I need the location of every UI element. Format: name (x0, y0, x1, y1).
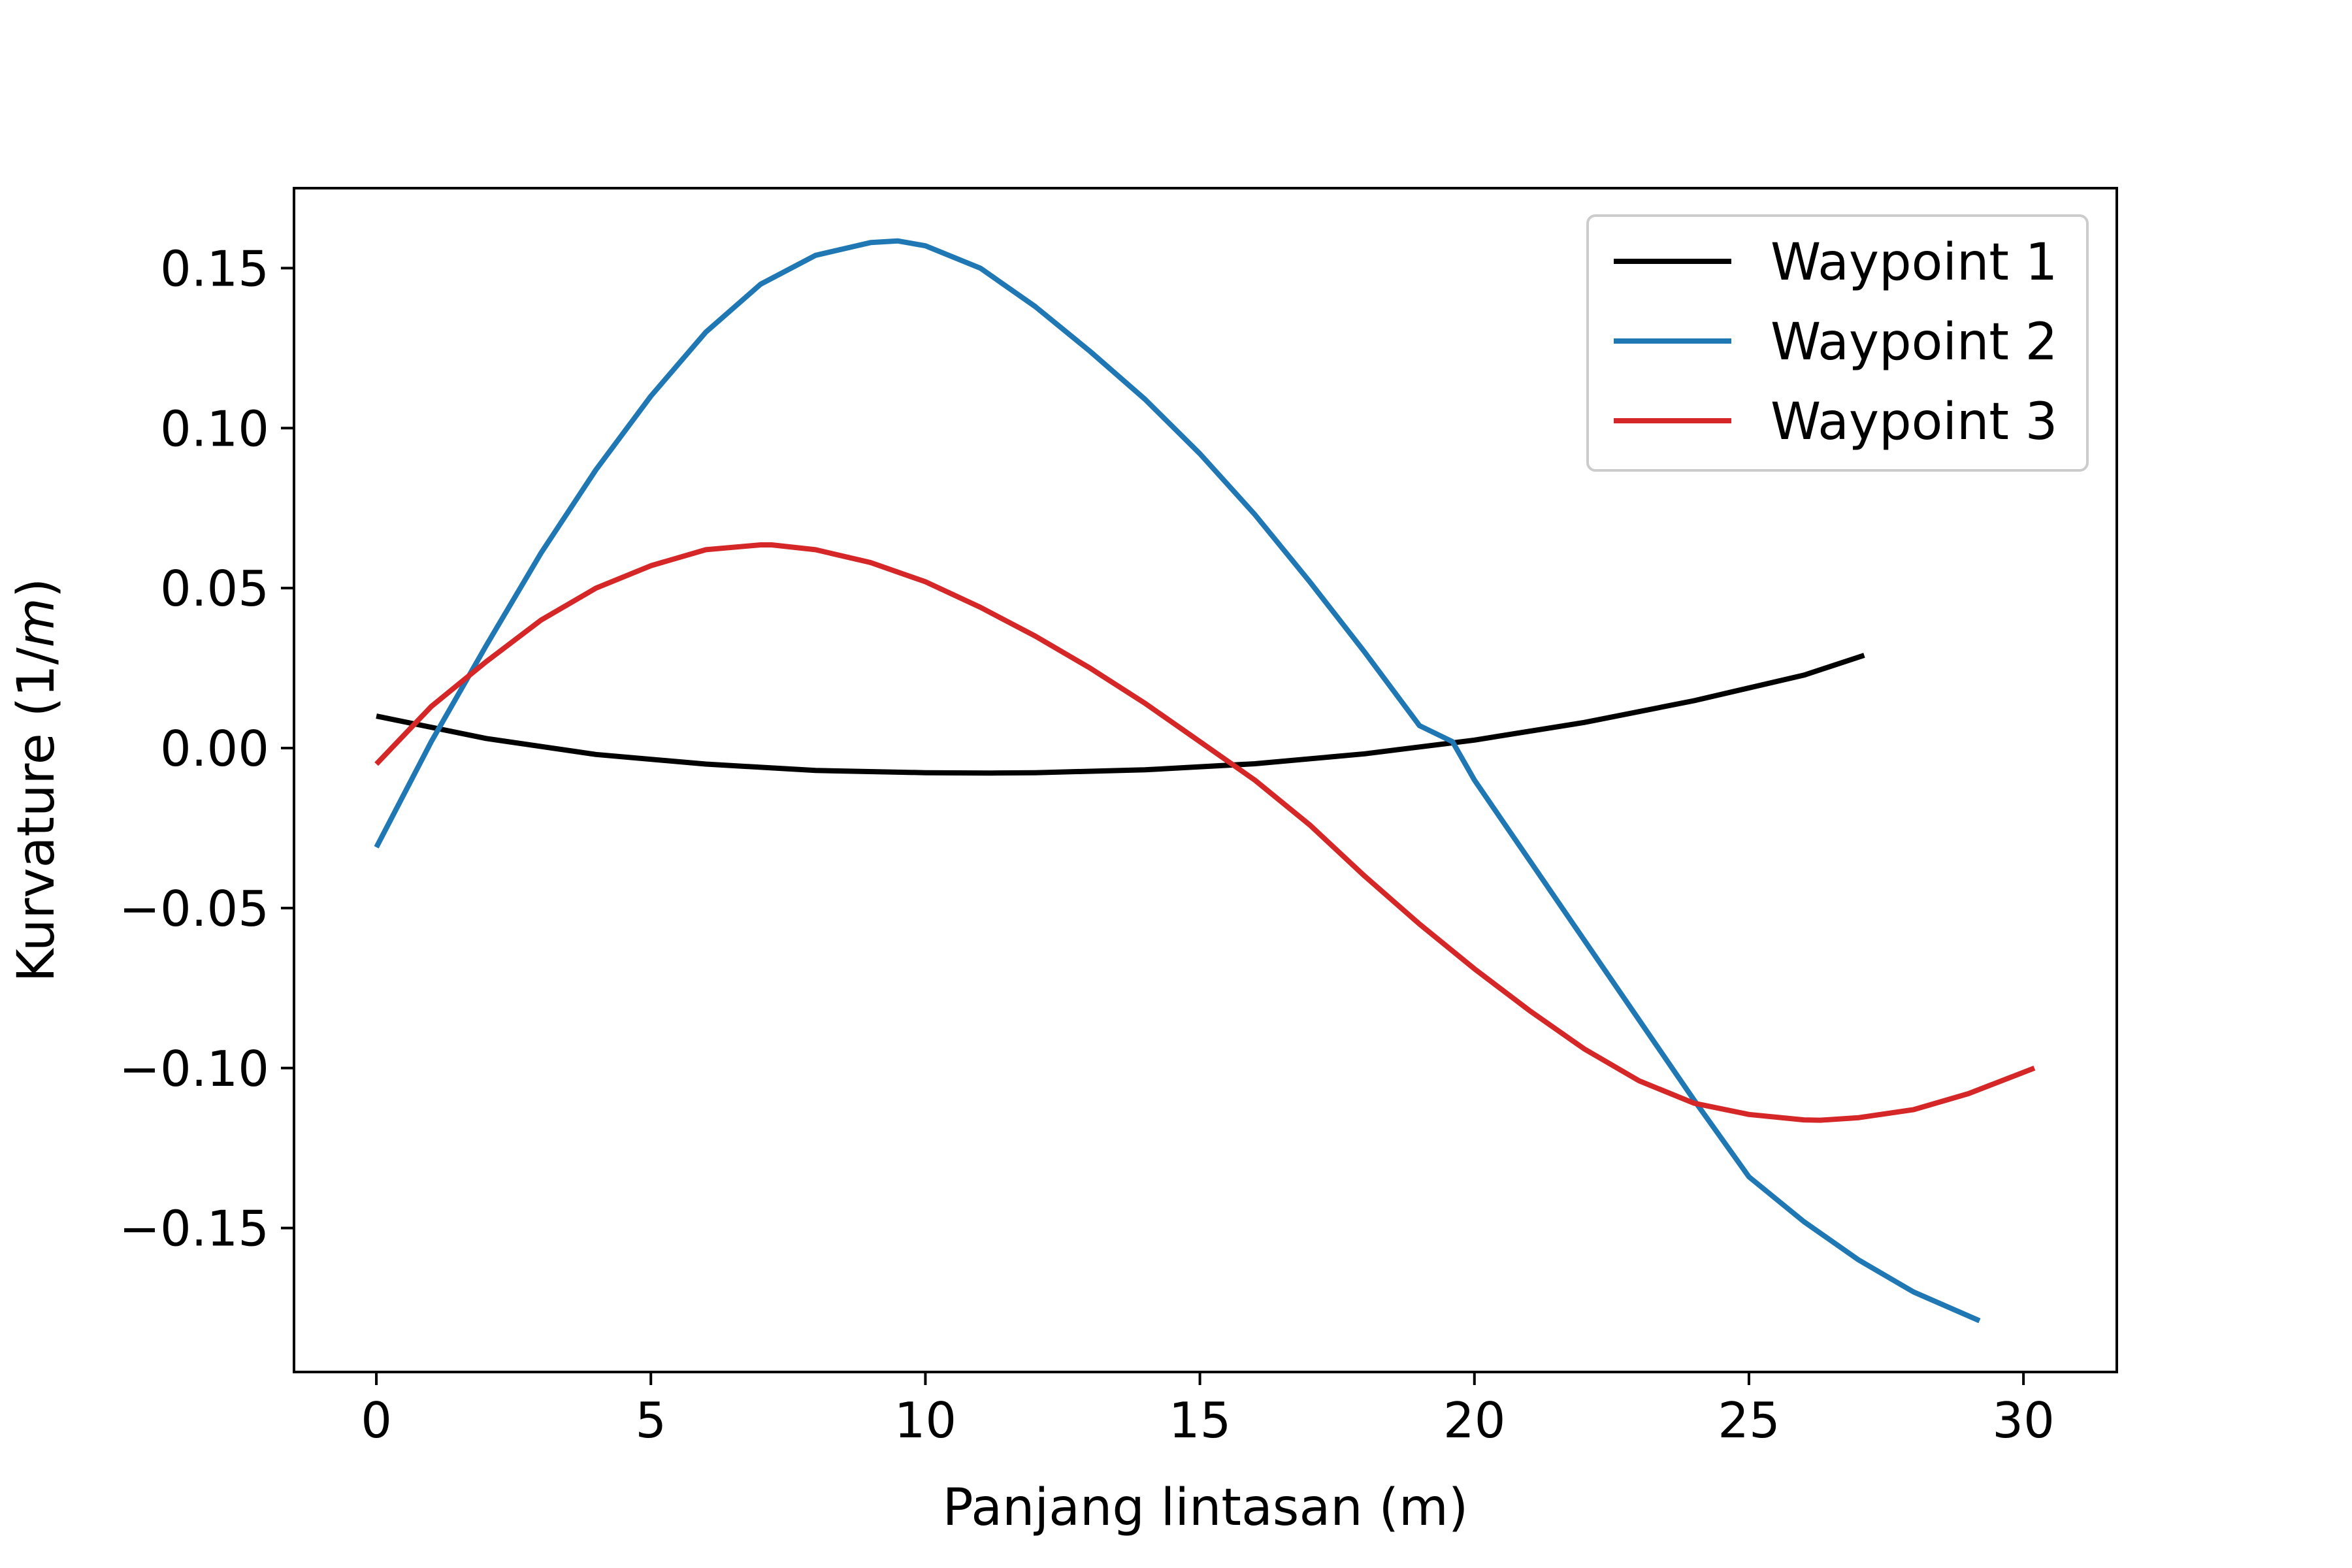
y-tick-label: 0.05 (160, 560, 269, 617)
y-axis-label: Kurvature (1/m) (7, 578, 66, 983)
plot-frame (293, 187, 2118, 1373)
series-line-waypoint-1 (376, 653, 1865, 776)
legend-label-waypoint-2: Waypoint 2 (1771, 313, 2057, 372)
x-tick-label: 25 (1718, 1392, 1780, 1449)
y-axis-label-main: Kurvature (1/ (7, 647, 66, 982)
series-layer (374, 238, 2036, 1324)
series-line-waypoint-2 (374, 238, 1981, 1324)
y-tick-label: 0.15 (160, 240, 269, 297)
y-tick-label: 0.00 (160, 720, 269, 777)
y-tick-label: −0.10 (119, 1040, 269, 1098)
y-tick-label: −0.05 (119, 880, 269, 938)
x-axis: 0 5 10 15 20 25 30 (361, 1372, 2055, 1449)
x-tick-label: 0 (361, 1392, 392, 1449)
legend-box (1586, 214, 2089, 472)
x-tick-label: 15 (1169, 1392, 1231, 1449)
x-axis-label: Panjang lintasan (m) (943, 1478, 1469, 1537)
y-axis: 0.15 0.10 0.05 0.00 −0.05 −0.10 −0.15 (119, 240, 294, 1258)
y-tick-label: 0.10 (160, 400, 269, 457)
plot-area (293, 187, 2118, 1373)
legend: Waypoint 1 Waypoint 2 Waypoint 3 (1586, 214, 2089, 472)
x-tick-label: 20 (1443, 1392, 1505, 1449)
y-axis-label-end: ) (7, 578, 66, 598)
y-tick-label: −0.15 (119, 1200, 269, 1258)
series-line-waypoint-3 (374, 542, 2036, 1123)
x-tick-label: 10 (894, 1392, 956, 1449)
x-tick-label: 30 (1992, 1392, 2054, 1449)
x-tick-label: 5 (635, 1392, 666, 1449)
y-axis-label-unit: m (7, 598, 66, 647)
legend-label-waypoint-3: Waypoint 3 (1771, 393, 2057, 451)
legend-label-waypoint-1: Waypoint 1 (1771, 233, 2057, 292)
